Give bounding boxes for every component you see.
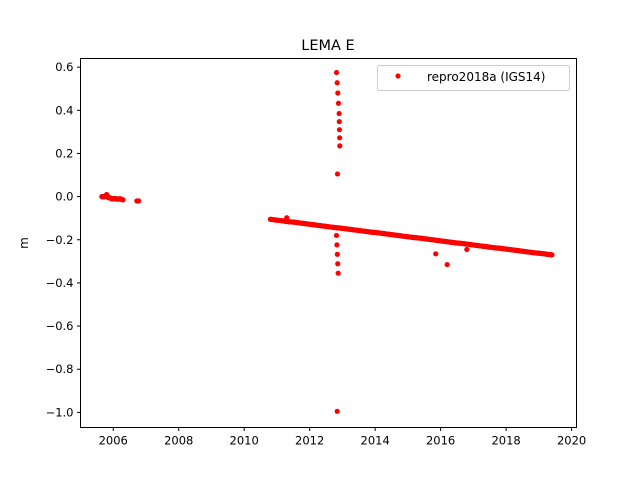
y-tick-label: −0.2 <box>46 233 74 247</box>
y-axis-label: m <box>17 237 31 249</box>
x-tick-label: 2010 <box>230 434 259 448</box>
data-point <box>333 232 340 239</box>
data-point <box>334 171 341 177</box>
y-tick-label: −0.8 <box>46 362 74 376</box>
data-point <box>433 251 439 257</box>
x-tick-label: 2014 <box>361 434 390 448</box>
y-tick-label: −0.6 <box>46 319 74 333</box>
legend-box <box>377 65 570 91</box>
data-point <box>337 135 343 141</box>
data-point <box>464 246 470 253</box>
legend-marker <box>395 73 401 79</box>
chart-title: LEMA E <box>301 38 354 54</box>
y-tick-label: 0.2 <box>55 146 73 160</box>
data-point <box>444 261 450 268</box>
data-point <box>336 119 342 125</box>
data-point <box>284 215 290 221</box>
axes-frame <box>80 58 577 428</box>
x-tick-label: 2016 <box>426 434 455 448</box>
data-point <box>334 408 340 414</box>
x-tick-label: 2006 <box>99 434 128 448</box>
data-points <box>99 69 555 414</box>
x-tick-label: 2012 <box>295 434 324 448</box>
y-tick-label: −1.0 <box>46 405 74 419</box>
y-tick-label: −0.4 <box>46 276 74 290</box>
x-tick-label: 2018 <box>491 434 520 448</box>
data-point <box>335 261 341 267</box>
data-point <box>334 80 340 86</box>
y-tick-label: 0.6 <box>55 60 73 74</box>
legend-label: repro2018a (IGS14) <box>427 70 545 84</box>
data-point <box>336 110 342 117</box>
y-tick-label: 0.4 <box>55 103 73 117</box>
data-point <box>334 242 340 248</box>
data-point <box>334 251 340 257</box>
axis-ticks: 2006 2008 2010 2012 2014 2016 2018 2020 0.6 0.4 0.… <box>46 60 587 447</box>
x-tick-label: 2020 <box>557 434 586 448</box>
data-point <box>549 252 555 258</box>
data-point <box>333 69 340 76</box>
data-point <box>136 198 142 204</box>
x-tick-label: 2008 <box>164 434 193 448</box>
y-tick-label: 0.0 <box>55 190 73 204</box>
data-point <box>337 143 343 149</box>
legend: repro2018a (IGS14) <box>377 65 570 91</box>
data-point <box>336 127 343 133</box>
data-point <box>335 100 342 106</box>
data-point <box>120 197 126 203</box>
data-point <box>335 90 341 96</box>
data-point <box>335 270 341 276</box>
